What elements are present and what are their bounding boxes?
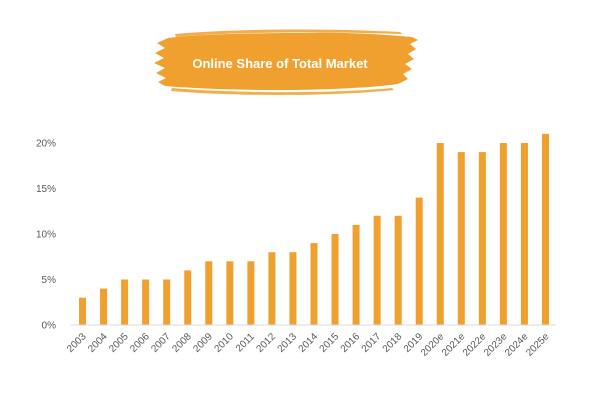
chart-title: Online Share of Total Market (192, 56, 368, 71)
bar-2005 (121, 279, 129, 325)
y-tick-label: 0% (42, 321, 57, 332)
bar-2006 (142, 279, 150, 325)
x-tick-label: 2013 (276, 331, 300, 355)
bar-2017 (373, 215, 381, 325)
bar-2020e (436, 143, 444, 325)
x-tick-label: 2010 (212, 331, 236, 355)
bar-2008 (184, 270, 192, 325)
x-tick-label: 2015 (318, 331, 342, 355)
bar-2004 (100, 288, 108, 325)
x-tick-label: 2012 (255, 331, 279, 355)
title-banner: Online Share of Total Market (154, 29, 418, 95)
y-tick-label: 20% (36, 139, 56, 150)
y-tick-label: 15% (36, 184, 56, 195)
x-tick-label: 2014 (297, 331, 321, 355)
bar-2023e (499, 143, 507, 325)
x-tick-label: 2007 (149, 331, 173, 355)
x-tick-label: 2009 (191, 331, 215, 355)
bar-2012 (268, 252, 276, 325)
x-tick-label: 2018 (381, 331, 405, 355)
bar-2010 (226, 261, 234, 325)
bar-2015 (331, 234, 339, 325)
bar-2013 (289, 252, 297, 325)
bar-2018 (394, 215, 402, 325)
bar-2007 (163, 279, 171, 325)
brush-stroke-streak-top (175, 29, 402, 37)
bar-2016 (352, 224, 360, 325)
x-axis-ticks: 2003200420052006200720082009201020112012… (65, 331, 552, 359)
x-tick-label: 2016 (339, 331, 363, 355)
bar-2009 (205, 261, 213, 325)
bars (79, 133, 549, 325)
bar-2014 (310, 243, 318, 325)
brush-stroke-streak-bottom (171, 88, 394, 95)
x-tick-label: 2008 (170, 331, 194, 355)
x-tick-label: 2025e (524, 331, 552, 359)
bar-2024e (520, 143, 528, 325)
x-tick-label: 2003 (65, 331, 89, 355)
y-axis-ticks: 0% 5% 10% 15% 20% (36, 139, 56, 332)
x-tick-label: 2017 (360, 331, 384, 355)
x-tick-label: 2011 (234, 331, 257, 354)
bar-2021e (457, 152, 465, 325)
bar-2022e (478, 152, 486, 325)
bar-2025e (541, 133, 549, 325)
x-tick-label: 2004 (86, 331, 110, 355)
bar-2011 (247, 261, 255, 325)
x-tick-label: 2005 (107, 331, 131, 355)
bar-2019 (415, 197, 423, 325)
x-tick-label: 2006 (128, 331, 152, 355)
brush-stroke-shape (154, 32, 418, 90)
y-tick-label: 10% (36, 230, 56, 241)
y-tick-label: 5% (42, 275, 57, 286)
bar-2003 (79, 297, 87, 325)
